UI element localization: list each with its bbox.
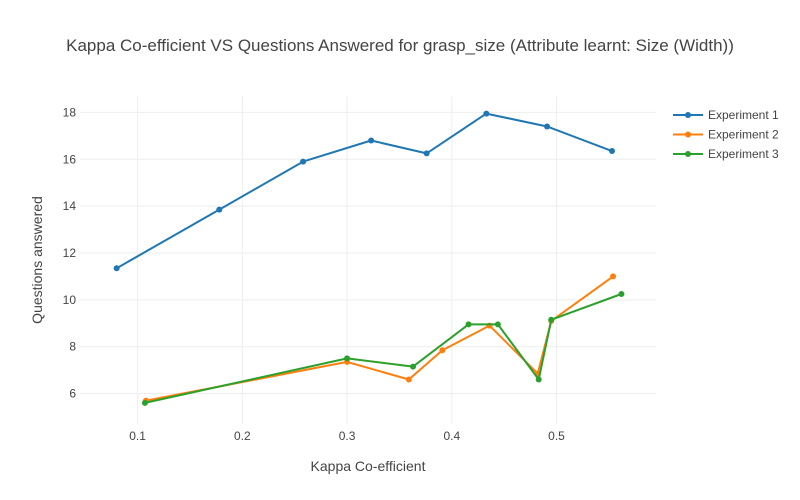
- series-3: [141, 290, 625, 406]
- data-point: [494, 321, 501, 328]
- y-tick-label: 6: [69, 387, 76, 401]
- series-line: [145, 275, 614, 402]
- legend-marker-swatch: [685, 151, 691, 157]
- legend-item[interactable]: Experiment 3: [673, 147, 779, 161]
- y-tick-label: 16: [63, 152, 77, 166]
- series-line: [144, 293, 622, 404]
- data-point: [610, 273, 617, 280]
- legend-label: Experiment 1: [708, 108, 779, 122]
- legend: Experiment 1 Experiment 2 Experiment 3: [673, 108, 779, 161]
- y-tick-label: 10: [63, 293, 77, 307]
- x-tick-label: 0.1: [129, 429, 146, 443]
- data-point: [141, 399, 148, 406]
- data-point: [609, 148, 616, 155]
- data-point: [368, 137, 375, 144]
- legend-item[interactable]: Experiment 2: [673, 128, 779, 142]
- series-group: [113, 110, 625, 406]
- grid: [80, 96, 656, 424]
- data-point: [410, 363, 417, 370]
- data-point: [344, 355, 351, 362]
- series-2: [142, 273, 617, 404]
- data-point: [535, 376, 542, 383]
- x-tick-label: 0.2: [234, 429, 251, 443]
- y-tick-label: 14: [63, 199, 77, 213]
- data-point: [544, 123, 551, 130]
- data-point: [423, 150, 430, 157]
- x-axis-title: Kappa Co-efficient: [311, 458, 426, 474]
- legend-label: Experiment 3: [708, 147, 779, 161]
- data-point: [548, 316, 555, 323]
- series-1: [113, 110, 616, 272]
- y-tick-label: 12: [63, 246, 77, 260]
- legend-marker-swatch: [685, 131, 691, 138]
- data-point: [300, 158, 307, 165]
- x-tick-label: 0.5: [548, 429, 565, 443]
- legend-item[interactable]: Experiment 1: [673, 108, 779, 122]
- x-axis-ticks: 0.1 0.2 0.3 0.4 0.5: [129, 429, 565, 443]
- data-point: [465, 321, 472, 328]
- data-point: [618, 290, 625, 297]
- series-line: [116, 112, 613, 270]
- legend-label: Experiment 2: [708, 128, 779, 142]
- data-point: [113, 265, 120, 272]
- data-point: [216, 206, 223, 213]
- x-tick-label: 0.3: [339, 429, 356, 443]
- y-tick-label: 18: [63, 105, 77, 119]
- legend-marker-swatch: [685, 112, 691, 118]
- data-point: [483, 110, 490, 117]
- y-axis-ticks: 6 8 10 12 14 16 18: [63, 105, 77, 400]
- data-point: [439, 347, 446, 354]
- data-point: [405, 376, 412, 383]
- chart-title: Kappa Co-efficient VS Questions Answered…: [66, 36, 734, 55]
- x-tick-label: 0.4: [443, 429, 460, 443]
- y-tick-label: 8: [69, 340, 76, 354]
- y-axis-title: Questions answered: [29, 196, 45, 324]
